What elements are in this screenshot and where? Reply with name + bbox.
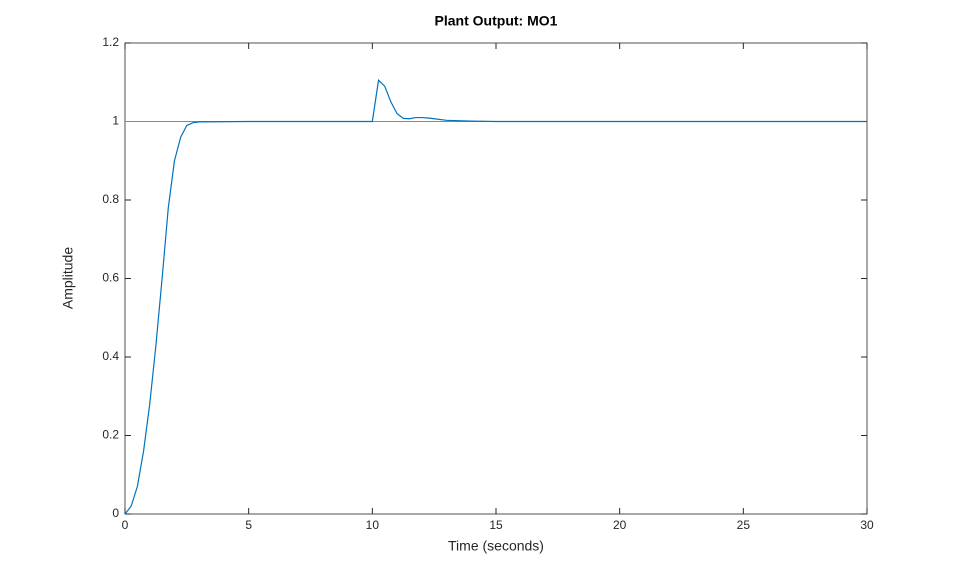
x-tick-label: 5 [245,518,252,532]
y-tick-label: 0 [112,506,119,520]
y-tick-label: 1.2 [102,35,119,49]
data-line [124,79,867,515]
x-tick-label: 10 [366,518,380,532]
y-tick-label: 0.8 [102,192,119,206]
x-axis-label: Time (seconds) [448,538,544,554]
chart-title: Plant Output: MO1 [435,13,558,29]
x-tick-label: 25 [737,518,751,532]
x-tick-label: 0 [122,518,129,532]
x-tick-label: 20 [613,518,627,532]
y-axis-label: Amplitude [60,247,76,309]
x-tick-label: 30 [860,518,874,532]
y-tick-label: 1 [112,114,119,128]
y-tick-label: 0.2 [102,428,119,442]
y-tick-label: 0.6 [102,271,119,285]
y-tick-label: 0.4 [102,349,119,363]
x-tick-label: 15 [489,518,503,532]
